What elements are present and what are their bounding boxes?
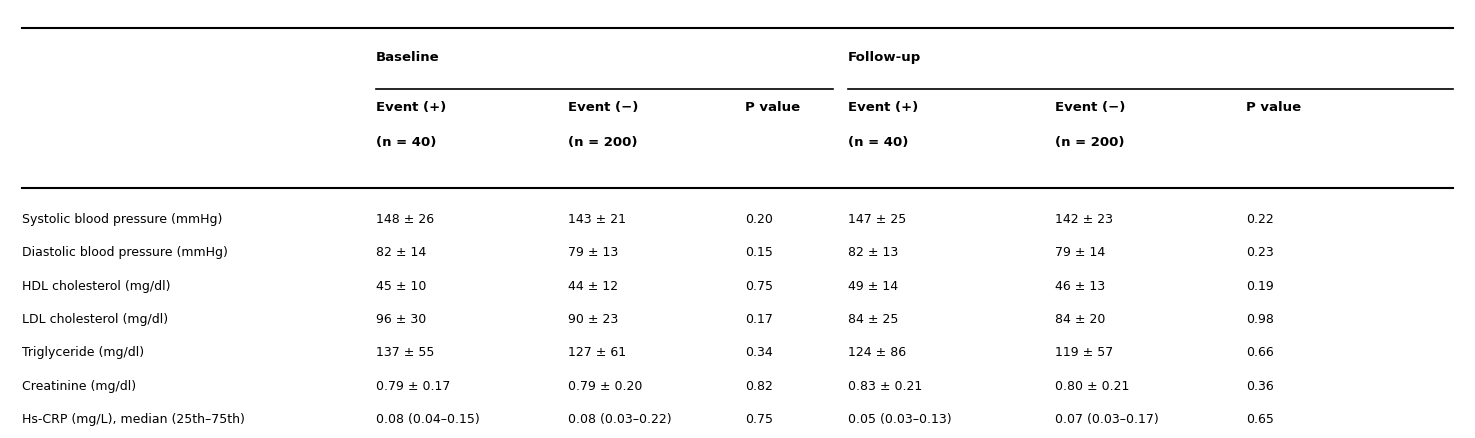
Text: Follow-up: Follow-up <box>848 50 922 64</box>
Text: Baseline: Baseline <box>376 50 440 64</box>
Text: 84 ± 25: 84 ± 25 <box>848 312 898 325</box>
Text: 137 ± 55: 137 ± 55 <box>376 346 435 359</box>
Text: 49 ± 14: 49 ± 14 <box>848 279 898 292</box>
Text: 0.82: 0.82 <box>745 379 773 392</box>
Text: 82 ± 14: 82 ± 14 <box>376 246 426 259</box>
Text: 44 ± 12: 44 ± 12 <box>568 279 618 292</box>
Text: 147 ± 25: 147 ± 25 <box>848 212 906 226</box>
Text: Event (+): Event (+) <box>376 101 447 114</box>
Text: 0.19: 0.19 <box>1246 279 1274 292</box>
Text: 45 ± 10: 45 ± 10 <box>376 279 426 292</box>
Text: 0.75: 0.75 <box>745 412 773 425</box>
Text: 46 ± 13: 46 ± 13 <box>1055 279 1105 292</box>
Text: 0.65: 0.65 <box>1246 412 1274 425</box>
Text: Systolic blood pressure (mmHg): Systolic blood pressure (mmHg) <box>22 212 223 226</box>
Text: 0.79 ± 0.20: 0.79 ± 0.20 <box>568 379 642 392</box>
Text: (n = 40): (n = 40) <box>848 136 909 149</box>
Text: 0.98: 0.98 <box>1246 312 1274 325</box>
Text: 124 ± 86: 124 ± 86 <box>848 346 906 359</box>
Text: Event (−): Event (−) <box>568 101 639 114</box>
Text: Event (+): Event (+) <box>848 101 919 114</box>
Text: 84 ± 20: 84 ± 20 <box>1055 312 1105 325</box>
Text: 90 ± 23: 90 ± 23 <box>568 312 618 325</box>
Text: 0.15: 0.15 <box>745 246 773 259</box>
Text: 119 ± 57: 119 ± 57 <box>1055 346 1112 359</box>
Text: 0.36: 0.36 <box>1246 379 1274 392</box>
Text: Hs-CRP (mg/L), median (25th–75th): Hs-CRP (mg/L), median (25th–75th) <box>22 412 245 425</box>
Text: 0.66: 0.66 <box>1246 346 1274 359</box>
Text: 79 ± 14: 79 ± 14 <box>1055 246 1105 259</box>
Text: (n = 40): (n = 40) <box>376 136 437 149</box>
Text: 0.08 (0.03–0.22): 0.08 (0.03–0.22) <box>568 412 671 425</box>
Text: Triglyceride (mg/dl): Triglyceride (mg/dl) <box>22 346 145 359</box>
Text: 0.05 (0.03–0.13): 0.05 (0.03–0.13) <box>848 412 951 425</box>
Text: 148 ± 26: 148 ± 26 <box>376 212 434 226</box>
Text: Creatinine (mg/dl): Creatinine (mg/dl) <box>22 379 136 392</box>
Text: (n = 200): (n = 200) <box>1055 136 1124 149</box>
Text: P value: P value <box>1246 101 1301 114</box>
Text: 143 ± 21: 143 ± 21 <box>568 212 625 226</box>
Text: 79 ± 13: 79 ± 13 <box>568 246 618 259</box>
Text: 0.07 (0.03–0.17): 0.07 (0.03–0.17) <box>1055 412 1158 425</box>
Text: P value: P value <box>745 101 799 114</box>
Text: 96 ± 30: 96 ± 30 <box>376 312 426 325</box>
Text: Diastolic blood pressure (mmHg): Diastolic blood pressure (mmHg) <box>22 246 229 259</box>
Text: LDL cholesterol (mg/dl): LDL cholesterol (mg/dl) <box>22 312 168 325</box>
Text: 0.80 ± 0.21: 0.80 ± 0.21 <box>1055 379 1128 392</box>
Text: 82 ± 13: 82 ± 13 <box>848 246 898 259</box>
Text: 127 ± 61: 127 ± 61 <box>568 346 625 359</box>
Text: 0.22: 0.22 <box>1246 212 1274 226</box>
Text: 0.17: 0.17 <box>745 312 773 325</box>
Text: HDL cholesterol (mg/dl): HDL cholesterol (mg/dl) <box>22 279 171 292</box>
Text: 0.20: 0.20 <box>745 212 773 226</box>
Text: 0.83 ± 0.21: 0.83 ± 0.21 <box>848 379 922 392</box>
Text: 0.23: 0.23 <box>1246 246 1274 259</box>
Text: 0.75: 0.75 <box>745 279 773 292</box>
Text: 0.34: 0.34 <box>745 346 773 359</box>
Text: 142 ± 23: 142 ± 23 <box>1055 212 1112 226</box>
Text: 0.79 ± 0.17: 0.79 ± 0.17 <box>376 379 450 392</box>
Text: (n = 200): (n = 200) <box>568 136 637 149</box>
Text: 0.08 (0.04–0.15): 0.08 (0.04–0.15) <box>376 412 479 425</box>
Text: Event (−): Event (−) <box>1055 101 1125 114</box>
